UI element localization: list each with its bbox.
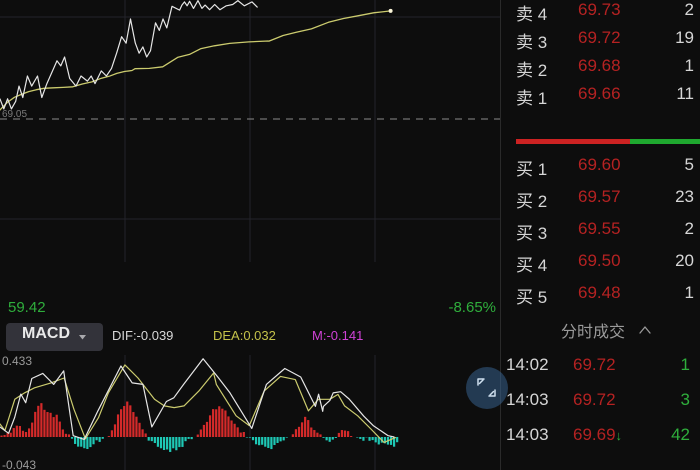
svg-text:0.433: 0.433 [2,355,32,368]
svg-text:59.42: 59.42 [8,299,46,316]
svg-text:-0.043: -0.043 [2,458,36,470]
svg-text:69.05: 69.05 [2,109,27,120]
svg-text:-8.65%: -8.65% [448,299,496,316]
